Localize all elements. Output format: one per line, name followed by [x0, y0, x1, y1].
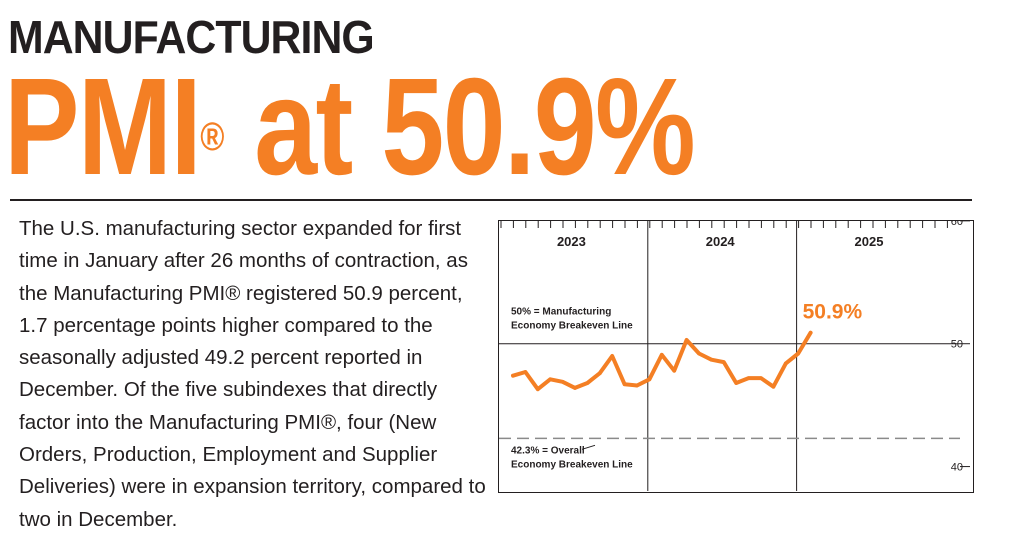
data-point — [672, 368, 676, 373]
year-dividers — [647, 221, 798, 491]
data-point — [808, 330, 813, 335]
reference-label: 50% = Manufacturing — [511, 307, 611, 318]
data-point — [734, 381, 738, 385]
registered-mark: ® — [200, 115, 225, 159]
data-point — [647, 377, 652, 382]
year-labels: 2023 2024 2025 — [557, 234, 884, 249]
year-label: 2025 — [855, 234, 884, 249]
data-point — [548, 377, 552, 382]
headline-kicker: MANUFACTURING — [8, 11, 375, 63]
year-label: 2023 — [557, 234, 586, 249]
data-point — [784, 361, 788, 366]
year-label: 2024 — [706, 234, 736, 249]
data-point — [511, 373, 515, 378]
header-rule — [10, 199, 972, 201]
y-tick-label: 50 — [951, 339, 963, 351]
data-point — [684, 338, 689, 342]
data-point — [585, 381, 590, 385]
headline-main: PMI — [4, 50, 202, 204]
reference-label: 42.3% = Overall — [511, 445, 585, 456]
data-point — [573, 386, 577, 390]
data-point — [523, 370, 528, 374]
data-point — [560, 380, 565, 384]
reference-lines: 50% = Manufacturing Economy Breakeven Lin… — [499, 307, 960, 470]
headline: PMI® at 50.9% — [4, 58, 696, 196]
reference-leader — [581, 444, 596, 450]
data-point — [536, 387, 540, 391]
pmi-chart: 2023 2024 2025 50% = Manufacturing Economy … — [498, 216, 974, 493]
data-point — [709, 357, 714, 362]
data-point — [759, 376, 763, 380]
month-ticks — [500, 221, 948, 228]
data-point — [622, 382, 627, 387]
data-point — [746, 376, 751, 380]
pmi-series: 50.9% — [511, 301, 863, 392]
data-point — [771, 384, 776, 389]
data-point — [697, 351, 701, 356]
article-paragraph: The U.S. manufacturing sector expanded f… — [19, 217, 486, 531]
reference-label: Economy Breakeven Line — [511, 321, 633, 332]
data-point — [598, 371, 602, 375]
headline-tail: at 50.9% — [224, 50, 695, 204]
y-tick-label: 40 — [951, 462, 963, 474]
data-point — [610, 354, 614, 358]
pmi-chart-svg: 2023 2024 2025 50% = Manufacturing Economy … — [499, 216, 970, 491]
y-tick-label: 60 — [951, 221, 963, 228]
data-point — [660, 352, 664, 357]
pmi-line — [511, 330, 813, 392]
reference-label: Economy Breakeven Line — [511, 459, 633, 470]
data-point — [722, 360, 726, 364]
latest-value-label: 50.9% — [803, 301, 863, 324]
data-point — [635, 383, 639, 388]
data-point — [796, 351, 800, 356]
y-axis-ticks: 40 50 60 — [951, 216, 970, 474]
